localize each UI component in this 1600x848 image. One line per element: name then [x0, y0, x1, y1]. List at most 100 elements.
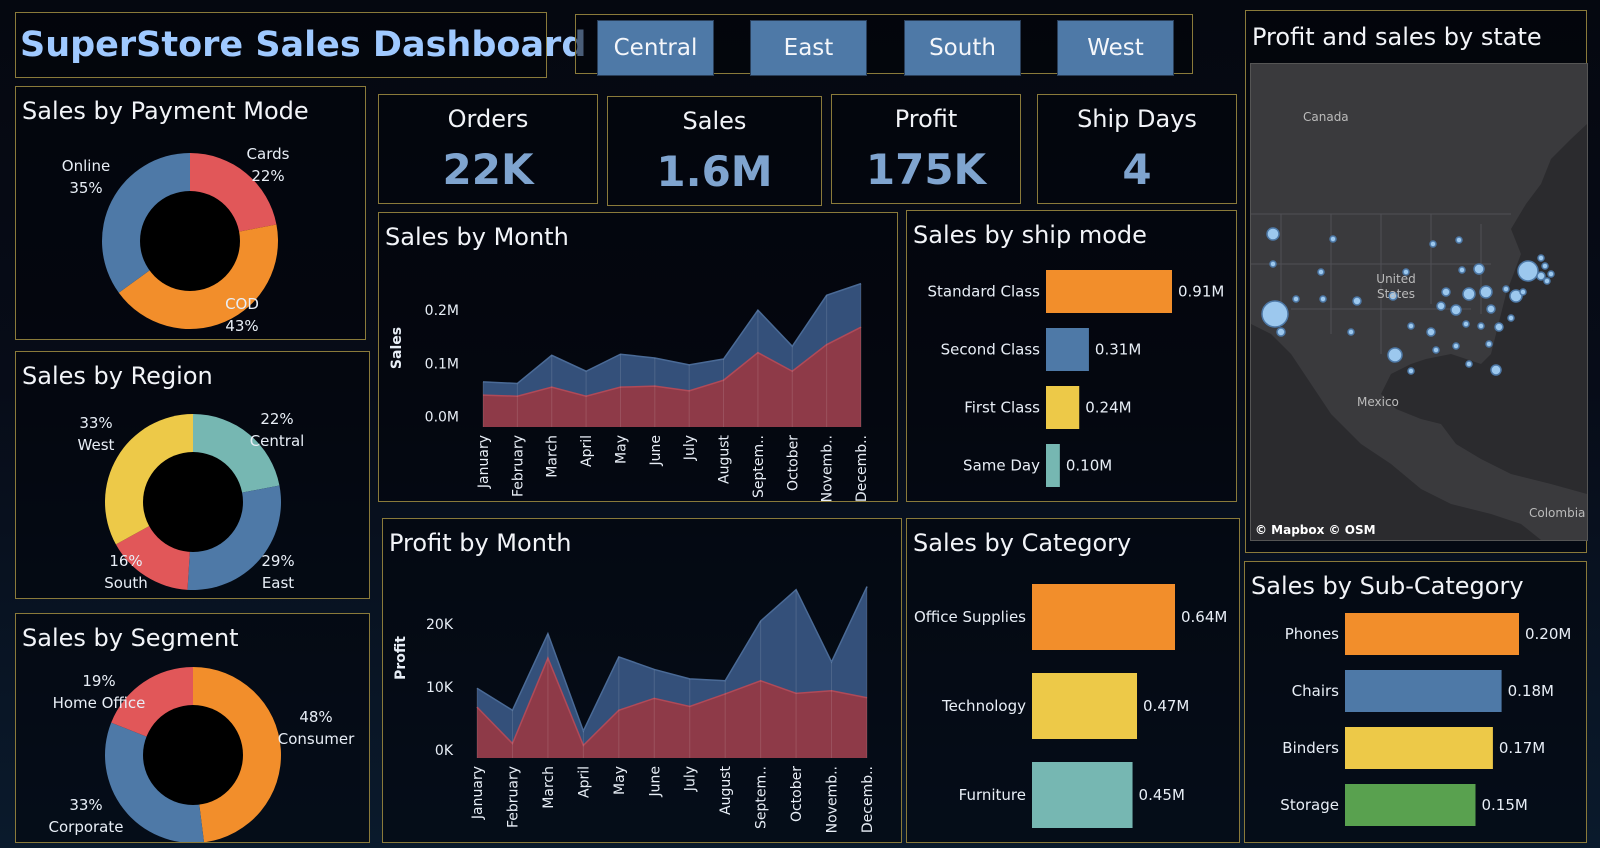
state-marker[interactable]	[1319, 295, 1327, 303]
slice-label-online: Online 35%	[62, 157, 110, 197]
state-marker[interactable]	[1537, 254, 1545, 262]
y-axis-label: Sales	[389, 327, 405, 369]
area-part[interactable]	[483, 327, 861, 427]
state-marker[interactable]	[1429, 240, 1437, 248]
donut-hole	[143, 452, 243, 552]
state-marker[interactable]	[1436, 301, 1446, 311]
x-tick-label: Decemb..	[860, 766, 876, 833]
bar-standard-class[interactable]	[1046, 270, 1172, 313]
sales-month-title: Sales by Month	[385, 223, 569, 251]
state-marker[interactable]	[1509, 289, 1523, 303]
state-marker[interactable]	[1519, 288, 1527, 296]
state-marker[interactable]	[1402, 268, 1410, 276]
svg-text:Home Office: Home Office	[53, 694, 146, 712]
region-panel: Sales by Region 22% Central 29% East 16% Sout…	[15, 351, 370, 599]
bar-category-label: Chairs	[1292, 682, 1340, 700]
profit-month-panel: Profit by Month 0K 10K 20K Profit January Feb…	[382, 518, 902, 843]
svg-text:Corporate: Corporate	[49, 818, 124, 836]
state-marker[interactable]	[1352, 296, 1362, 306]
category-panel: Sales by Category Office Supplies 0.64M Te…	[906, 518, 1240, 843]
bar-phones[interactable]	[1345, 613, 1519, 655]
svg-text:Online: Online	[62, 157, 110, 175]
map-label-colombia: Colombia	[1529, 506, 1586, 520]
bar-category-label: Technology	[941, 697, 1026, 715]
state-marker[interactable]	[1452, 342, 1460, 350]
state-marker[interactable]	[1486, 304, 1496, 314]
state-marker[interactable]	[1458, 266, 1466, 274]
state-marker[interactable]	[1292, 295, 1300, 303]
x-tick-label: January	[470, 766, 486, 820]
state-map-panel: Profit and sales by state Canada United …	[1245, 10, 1588, 553]
state-marker[interactable]	[1485, 340, 1493, 348]
x-tick-label: Novemb..	[825, 766, 841, 833]
svg-text:48%: 48%	[299, 708, 332, 726]
y-tick-label: 0.0M	[425, 409, 459, 425]
x-tick-label: April	[579, 435, 595, 467]
state-marker[interactable]	[1477, 322, 1485, 330]
state-marker[interactable]	[1441, 287, 1451, 297]
area-part[interactable]	[477, 658, 867, 758]
x-tick-label: July	[683, 766, 699, 792]
state-marker[interactable]	[1276, 327, 1286, 337]
profit-month-title: Profit by Month	[389, 529, 572, 557]
state-marker[interactable]	[1329, 235, 1337, 243]
state-marker[interactable]	[1347, 328, 1355, 336]
svg-text:16%: 16%	[109, 552, 142, 570]
state-marker[interactable]	[1517, 260, 1539, 282]
bar-second-class[interactable]	[1046, 328, 1089, 371]
state-marker[interactable]	[1462, 320, 1470, 328]
state-marker[interactable]	[1432, 346, 1440, 354]
bar-storage[interactable]	[1345, 784, 1476, 826]
state-map[interactable]: Canada United States Mexico Colombia © M…	[1250, 63, 1588, 541]
sales-month-panel: Sales by Month 0.0M 0.1M 0.2M Sales January F…	[378, 212, 898, 502]
state-marker[interactable]	[1507, 314, 1515, 322]
state-marker[interactable]	[1317, 268, 1325, 276]
y-tick-label: 10K	[426, 680, 454, 696]
x-tick-label: February	[505, 766, 521, 828]
bar-technology[interactable]	[1032, 673, 1138, 739]
bar-office-supplies[interactable]	[1032, 584, 1175, 650]
state-marker[interactable]	[1465, 360, 1473, 368]
state-marker[interactable]	[1502, 285, 1510, 293]
state-marker[interactable]	[1547, 270, 1555, 278]
state-marker[interactable]	[1494, 322, 1504, 332]
bar-category-label: Office Supplies	[914, 608, 1026, 626]
state-marker[interactable]	[1541, 262, 1549, 270]
region-button-south[interactable]: South	[904, 20, 1021, 76]
state-marker[interactable]	[1450, 304, 1462, 316]
x-tick-label: February	[510, 435, 526, 497]
y-tick-label: 20K	[426, 617, 454, 633]
state-marker[interactable]	[1462, 287, 1476, 301]
state-marker[interactable]	[1455, 236, 1463, 244]
state-marker[interactable]	[1407, 367, 1415, 375]
ship-mode-title: Sales by ship mode	[913, 221, 1147, 249]
bar-chairs[interactable]	[1345, 670, 1502, 712]
kpi-sales-value: 1.6M	[656, 147, 773, 196]
state-marker[interactable]	[1266, 227, 1280, 241]
svg-text:COD: COD	[225, 295, 259, 313]
region-button-east[interactable]: East	[750, 20, 867, 76]
state-marker[interactable]	[1387, 347, 1403, 363]
region-chart: 22% Central 29% East 16% South 33% West	[78, 410, 305, 592]
svg-text:33%: 33%	[69, 796, 102, 814]
state-marker[interactable]	[1536, 271, 1546, 281]
region-button-west[interactable]: West	[1057, 20, 1174, 76]
area-line-part	[482, 326, 862, 397]
region-button-central[interactable]: Central	[597, 20, 714, 76]
bar-same-day[interactable]	[1046, 444, 1060, 487]
bar-furniture[interactable]	[1032, 762, 1133, 828]
state-marker[interactable]	[1407, 322, 1415, 330]
state-marker[interactable]	[1490, 364, 1502, 376]
state-marker[interactable]	[1261, 300, 1289, 328]
bar-binders[interactable]	[1345, 727, 1493, 769]
state-marker[interactable]	[1479, 285, 1493, 299]
svg-text:29%: 29%	[261, 552, 294, 570]
subcategory-chart: Phones 0.20M Chairs 0.18M Binders 0.17M Storag…	[1280, 613, 1571, 826]
state-marker[interactable]	[1426, 327, 1436, 337]
state-marker[interactable]	[1269, 260, 1277, 268]
state-marker[interactable]	[1388, 291, 1398, 301]
bar-first-class[interactable]	[1046, 386, 1080, 429]
state-marker[interactable]	[1473, 263, 1485, 275]
region-filter-bar: Central East South West	[575, 14, 1193, 76]
state-marker[interactable]	[1543, 277, 1551, 285]
